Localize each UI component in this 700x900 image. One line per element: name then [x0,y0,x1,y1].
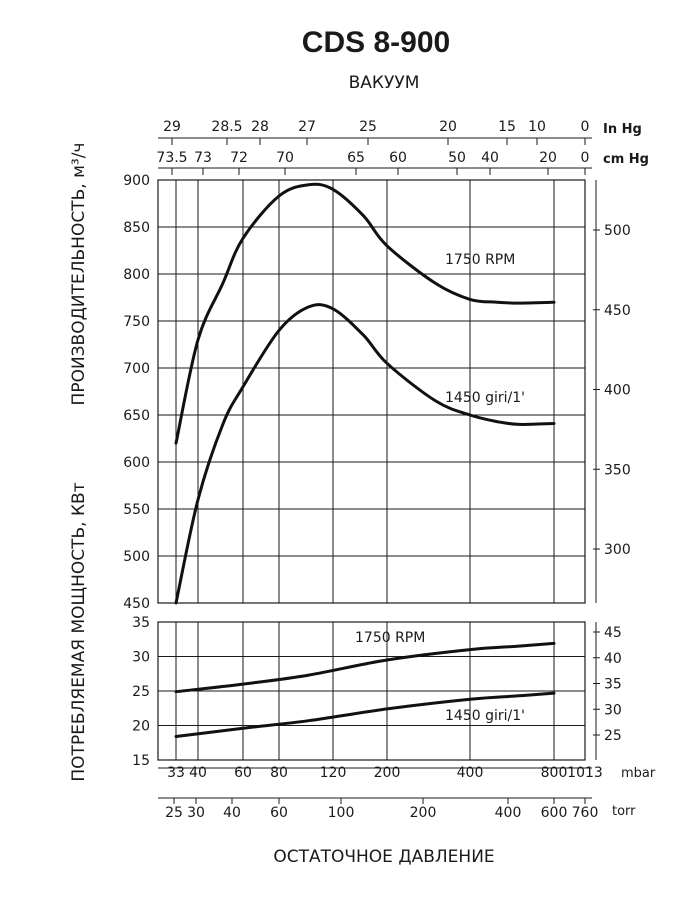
chart-title: CDS 8-900 [302,26,450,59]
cmhg-tick: 60 [389,150,407,166]
cmhg-tick: 73.5 [156,150,187,166]
torr-tick: 40 [223,805,241,821]
capacity-y-tick: 900 [123,173,150,189]
torr-tick: 400 [495,805,522,821]
cmhg-tick: 20 [539,150,557,166]
capacity-y-tick: 700 [123,361,150,377]
cmhg-tick: 70 [276,150,294,166]
power-y-tick: 35 [132,615,150,631]
capacity-y-tick: 750 [123,314,150,330]
capacity-right-tick: 500 [604,223,631,239]
capacity-y-tick: 600 [123,455,150,471]
series-label-power-1750: 1750 RPM [355,630,425,646]
mbar-tick: 40 [189,765,207,781]
capacity-y-tick: 650 [123,408,150,424]
inhg-tick: 25 [359,119,377,135]
power-right-tick: 40 [604,651,622,667]
power-right-tick: 35 [604,677,622,693]
mbar-tick: 80 [270,765,288,781]
capacity-panel: 450 500 550 600 650 700 750 800 850 900 300 350 400 4… [123,173,630,612]
inhg-unit-label: In Hg [603,122,642,137]
torr-tick: 600 [541,805,568,821]
inhg-tick: 0 [581,119,590,135]
torr-tick: 100 [328,805,355,821]
pressure-scales: 29 28.5 28 27 25 20 15 10 073.5 73 72 70 65 60 50 40 20 0… [156,119,602,821]
power-right-tick: 30 [604,702,622,718]
capacity-y-tick: 500 [123,549,150,565]
power-y-tick: 20 [132,719,150,735]
inhg-tick: 15 [498,119,516,135]
torr-tick: 25 [165,805,183,821]
torr-tick: 60 [270,805,288,821]
residual-pressure-axis-title: ОСТАТОЧНОЕ ДАВЛЕНИЕ [273,847,494,867]
inhg-tick: 20 [439,119,457,135]
power-y-tick: 25 [132,684,150,700]
cmhg-unit-label: cm Hg [603,152,649,167]
mbar-tick: 200 [374,765,401,781]
cmhg-tick: 65 [347,150,365,166]
capacity-plot-frame [157,179,586,604]
torr-tick: 200 [410,805,437,821]
power-curve-1750 [174,641,556,694]
capacity-right-tick: 300 [604,542,631,558]
vacuum-axis-title: ВАКУУМ [349,73,420,93]
capacity-axis-title: ПРОИЗВОДИТЕЛЬНОСТЬ, м³/ч [69,143,89,406]
cmhg-tick: 73 [194,150,212,166]
capacity-right-tick: 450 [604,303,631,319]
capacity-curve-1750 [174,182,556,445]
inhg-tick: 29 [163,119,181,135]
mbar-tick: 1013 [567,765,603,781]
capacity-right-tick: 350 [604,462,631,478]
cmhg-tick: 0 [581,150,590,166]
power-y-tick: 30 [132,650,150,666]
mbar-tick: 120 [320,765,347,781]
power-y-tick: 15 [132,753,150,769]
torr-tick: 760 [572,805,599,821]
mbar-tick: 400 [457,765,484,781]
power-panel: 15 20 25 30 35 25 30 35 40 45 [132,615,622,769]
inhg-tick: 28.5 [211,119,242,135]
cmhg-tick: 40 [481,150,499,166]
mbar-tick: 33 [167,765,185,781]
capacity-y-tick: 850 [123,220,150,236]
cmhg-tick: 50 [448,150,466,166]
torr-unit-label: torr [612,804,636,819]
mbar-unit-label: mbar [621,766,656,781]
capacity-curve-1450 [174,303,556,605]
inhg-tick: 27 [298,119,316,135]
series-label-power-1450: 1450 giri/1' [445,708,525,724]
capacity-right-tick: 400 [604,383,631,399]
capacity-y-tick: 550 [123,502,150,518]
mbar-tick: 800 [541,765,568,781]
power-curve-1450 [174,691,556,738]
power-right-tick: 25 [604,728,622,744]
inhg-tick: 10 [528,119,546,135]
capacity-y-tick: 800 [123,267,150,283]
torr-tick: 30 [187,805,205,821]
power-right-tick: 45 [604,625,622,641]
mbar-tick: 60 [234,765,252,781]
series-label-capacity-1450: 1450 giri/1' [445,390,525,406]
series-label-capacity-1750: 1750 RPM [445,252,515,268]
power-axis-title: ПОТРЕБЛЯЕМАЯ МОЩНОСТЬ, КВт [69,482,89,781]
capacity-y-tick: 450 [123,596,150,612]
cmhg-tick: 72 [230,150,248,166]
inhg-tick: 28 [251,119,269,135]
